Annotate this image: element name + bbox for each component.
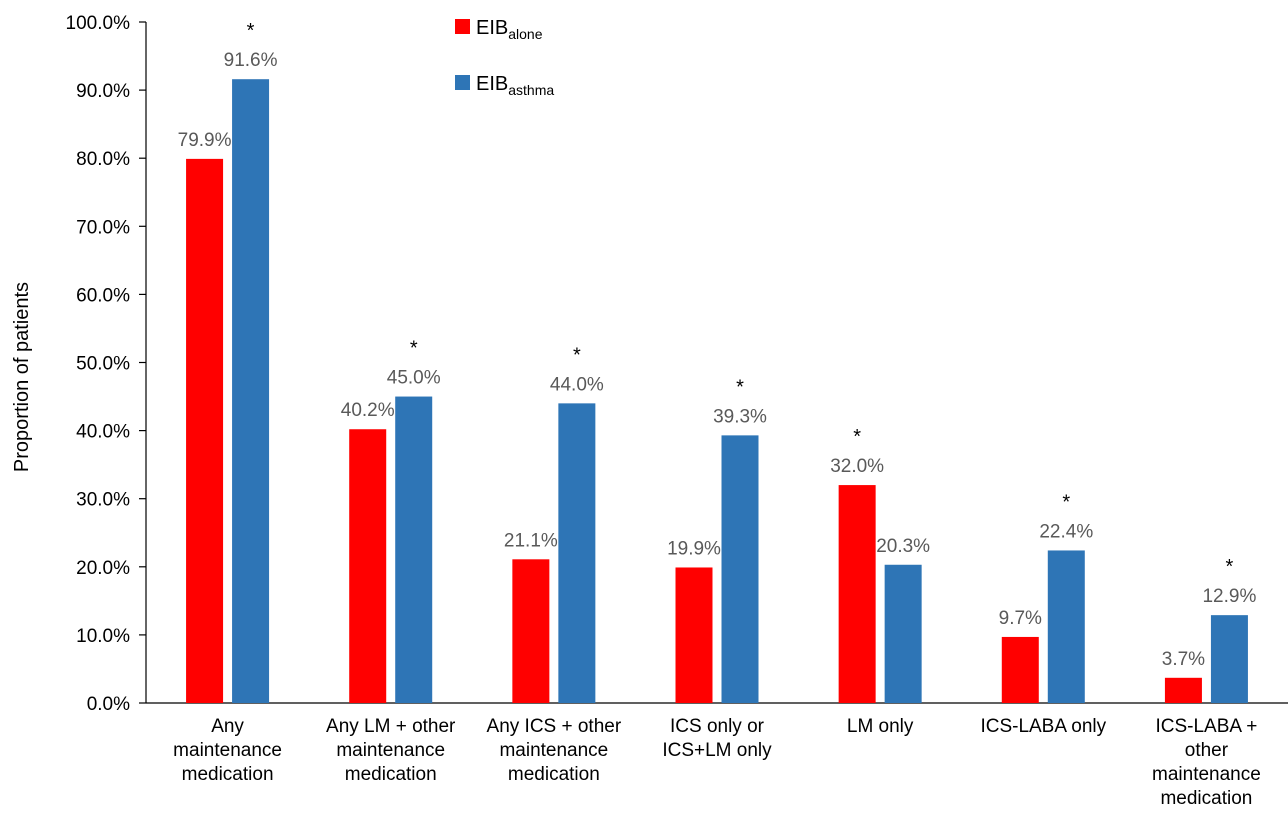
significance-marker: * bbox=[247, 20, 255, 42]
x-category-label: ICS+LM only bbox=[662, 740, 772, 761]
bar bbox=[558, 403, 596, 703]
data-label: 22.4% bbox=[1039, 521, 1093, 542]
y-tick-label: 60.0% bbox=[76, 285, 130, 306]
bar bbox=[1164, 677, 1202, 703]
y-tick-label: 20.0% bbox=[76, 558, 130, 579]
significance-marker: * bbox=[1226, 556, 1234, 578]
y-tick-label: 10.0% bbox=[76, 626, 130, 647]
legend-label: EIBasthma bbox=[476, 73, 554, 98]
y-tick-label: 80.0% bbox=[76, 149, 130, 170]
x-category-label: medication bbox=[182, 764, 274, 785]
y-tick-label: 90.0% bbox=[76, 81, 130, 102]
significance-marker: * bbox=[1062, 491, 1070, 513]
data-label: 91.6% bbox=[224, 50, 278, 71]
bar bbox=[395, 396, 433, 703]
y-tick-label: 50.0% bbox=[76, 354, 130, 375]
data-label: 3.7% bbox=[1162, 649, 1205, 670]
x-category-label: LM only bbox=[847, 716, 914, 737]
bar bbox=[721, 435, 759, 703]
y-tick-label: 30.0% bbox=[76, 490, 130, 511]
x-category-label: maintenance bbox=[336, 740, 445, 761]
x-category-label: medication bbox=[1160, 788, 1252, 809]
y-tick-label: 70.0% bbox=[76, 217, 130, 238]
legend-swatch bbox=[455, 75, 470, 90]
data-label: 45.0% bbox=[387, 368, 441, 389]
bar bbox=[1001, 636, 1039, 703]
bar bbox=[838, 485, 876, 703]
legend-swatch bbox=[455, 19, 470, 34]
x-category-label: Any LM + other bbox=[326, 716, 456, 737]
data-label: 40.2% bbox=[341, 400, 395, 421]
data-label: 9.7% bbox=[999, 608, 1042, 629]
data-label: 21.1% bbox=[504, 530, 558, 551]
x-category-label: maintenance bbox=[1152, 764, 1261, 785]
significance-marker: * bbox=[573, 344, 581, 366]
y-tick-label: 100.0% bbox=[66, 13, 131, 34]
data-labels: 79.9% 91.6% * 40.2% 45.0% * 21.1% 44.0% * 19.9% 39… bbox=[178, 20, 1257, 670]
significance-marker: * bbox=[853, 426, 861, 448]
y-axis-title: Proportion of patients bbox=[11, 282, 33, 472]
bar bbox=[512, 559, 550, 703]
bar bbox=[675, 567, 713, 703]
x-category-label: medication bbox=[508, 764, 600, 785]
significance-marker: * bbox=[410, 338, 418, 360]
y-axis: 0.0% 10.0% 20.0% 30.0% 40.0% 50.0% 60.0% 70.0% 8… bbox=[66, 13, 147, 715]
x-category-label: maintenance bbox=[499, 740, 608, 761]
x-axis: Any maintenance medication Any LM + other ma… bbox=[146, 702, 1288, 809]
x-category-label: ICS-LABA only bbox=[980, 716, 1106, 737]
bar bbox=[1210, 615, 1248, 703]
data-label: 32.0% bbox=[830, 456, 884, 477]
x-category-label: other bbox=[1185, 740, 1229, 761]
legend-label: EIBalone bbox=[476, 17, 543, 42]
y-tick-label: 0.0% bbox=[87, 694, 130, 715]
x-category-label: Any bbox=[211, 716, 244, 737]
data-label: 44.0% bbox=[550, 374, 604, 395]
x-category-label: Any ICS + other bbox=[487, 716, 622, 737]
x-category-label: ICS-LABA + bbox=[1155, 716, 1257, 737]
data-label: 79.9% bbox=[178, 130, 232, 151]
data-label: 39.3% bbox=[713, 406, 767, 427]
bar bbox=[232, 79, 270, 704]
bar bbox=[884, 564, 922, 703]
x-category-label: ICS only or bbox=[670, 716, 765, 737]
y-tick-label: 40.0% bbox=[76, 422, 130, 443]
x-category-label: medication bbox=[345, 764, 437, 785]
bars bbox=[186, 79, 1248, 704]
legend: EIBalone EIBasthma bbox=[455, 17, 554, 98]
bar bbox=[349, 429, 387, 703]
data-label: 19.9% bbox=[667, 538, 721, 559]
bar bbox=[186, 158, 224, 704]
x-category-label: maintenance bbox=[173, 740, 282, 761]
data-label: 12.9% bbox=[1202, 586, 1256, 607]
significance-marker: * bbox=[736, 376, 744, 398]
data-label: 20.3% bbox=[876, 536, 930, 557]
bar bbox=[1047, 550, 1085, 703]
